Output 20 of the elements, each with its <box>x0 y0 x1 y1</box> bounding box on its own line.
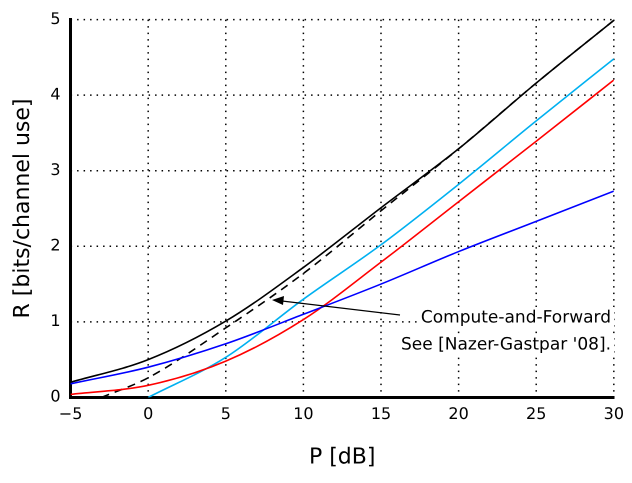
y-tick-label: 3 <box>50 160 61 179</box>
x-tick-label: 25 <box>526 404 546 424</box>
y-tick-label: 0 <box>50 386 61 406</box>
y-axis-title: R [bits/channel use] <box>10 98 35 319</box>
x-tick-label: 30 <box>604 404 624 424</box>
y-tick-label: 5 <box>50 8 61 28</box>
y-tick-label: 4 <box>50 84 61 104</box>
x-tick-label: 10 <box>293 404 314 424</box>
line-series <box>70 79 614 396</box>
annotation: Compute-and-Forward See [Nazer-Gastpar '08]. <box>401 307 611 354</box>
line-series <box>70 190 614 385</box>
y-tick-label: 2 <box>50 235 61 254</box>
x-tick-label: 20 <box>448 404 469 424</box>
x-tick-label: 15 <box>370 404 392 424</box>
y-tick-label: 1 <box>50 310 61 330</box>
x-tick-label: 0 <box>143 404 154 424</box>
line-series <box>147 58 614 398</box>
x-axis-title: P [dB] <box>308 444 376 470</box>
x-tick-label: −5 <box>58 404 82 424</box>
x-tick-label: 5 <box>220 404 231 424</box>
